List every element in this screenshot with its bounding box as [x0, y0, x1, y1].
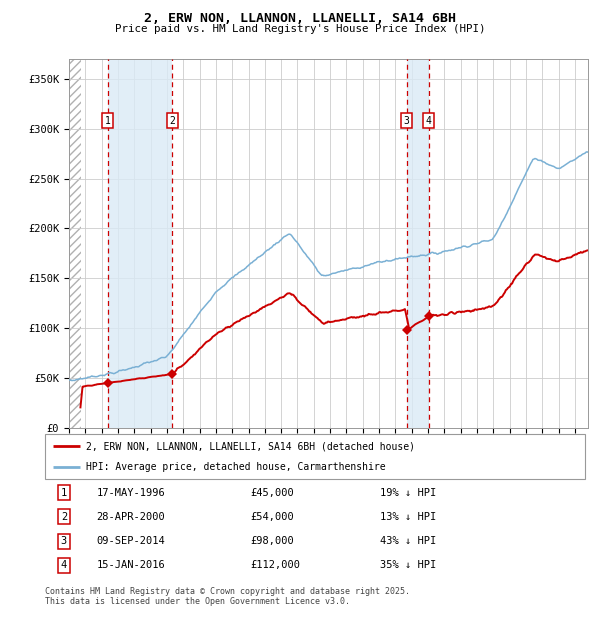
Bar — [69, 59, 81, 428]
Text: 19% ↓ HPI: 19% ↓ HPI — [380, 487, 436, 498]
Text: 2, ERW NON, LLANNON, LLANELLI, SA14 6BH: 2, ERW NON, LLANNON, LLANELLI, SA14 6BH — [144, 12, 456, 25]
Text: 4: 4 — [61, 560, 67, 570]
Text: 35% ↓ HPI: 35% ↓ HPI — [380, 560, 436, 570]
Text: 17-MAY-1996: 17-MAY-1996 — [96, 487, 165, 498]
Text: 2: 2 — [169, 116, 175, 126]
Text: HPI: Average price, detached house, Carmarthenshire: HPI: Average price, detached house, Carm… — [86, 462, 385, 472]
Text: 15-JAN-2016: 15-JAN-2016 — [96, 560, 165, 570]
Text: 13% ↓ HPI: 13% ↓ HPI — [380, 512, 436, 522]
Text: 3: 3 — [61, 536, 67, 546]
Text: 4: 4 — [426, 116, 431, 126]
Text: 2: 2 — [61, 512, 67, 522]
Text: 09-SEP-2014: 09-SEP-2014 — [96, 536, 165, 546]
Text: 1: 1 — [61, 487, 67, 498]
Text: Price paid vs. HM Land Registry's House Price Index (HPI): Price paid vs. HM Land Registry's House … — [115, 24, 485, 33]
Bar — [107, 59, 172, 428]
Text: Contains HM Land Registry data © Crown copyright and database right 2025.
This d: Contains HM Land Registry data © Crown c… — [45, 587, 410, 606]
Text: £54,000: £54,000 — [250, 512, 294, 522]
Text: 1: 1 — [105, 116, 110, 126]
FancyBboxPatch shape — [45, 434, 585, 479]
Text: 3: 3 — [404, 116, 409, 126]
Text: 2, ERW NON, LLANNON, LLANELLI, SA14 6BH (detached house): 2, ERW NON, LLANNON, LLANELLI, SA14 6BH … — [86, 441, 415, 451]
Bar — [407, 59, 429, 428]
Text: £45,000: £45,000 — [250, 487, 294, 498]
Text: £98,000: £98,000 — [250, 536, 294, 546]
Text: 28-APR-2000: 28-APR-2000 — [96, 512, 165, 522]
Text: 43% ↓ HPI: 43% ↓ HPI — [380, 536, 436, 546]
Text: £112,000: £112,000 — [250, 560, 300, 570]
